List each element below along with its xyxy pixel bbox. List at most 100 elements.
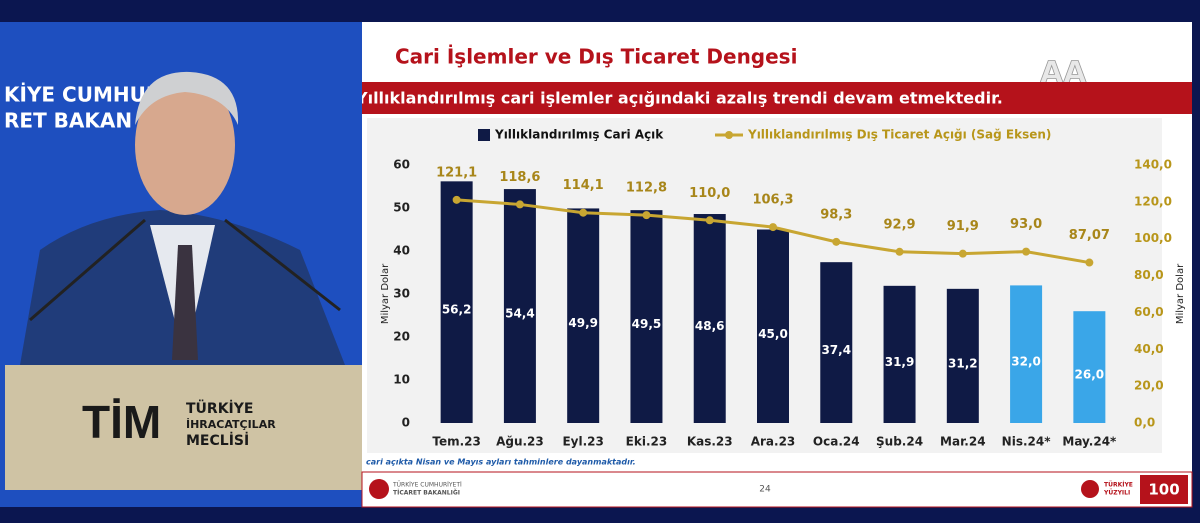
y2-axis-label: Milyar Dolar [1175,263,1186,324]
line-value-label: 92,9 [884,217,916,232]
legend-label: Yıllıklandırılmış Dış Ticaret Açığı (Sağ… [747,128,1051,142]
line-value-label: 114,1 [563,178,604,193]
page-number: 24 [759,485,771,495]
bar-value-label: 54,4 [505,307,535,321]
line-point [1085,258,1094,267]
podium-text: MECLİSİ [186,432,249,449]
line-point [705,216,714,225]
bar-value-label: 31,2 [948,356,978,370]
podium-text: İHRACATÇILAR [186,417,276,431]
subtitle-band [362,82,1192,114]
line-point [832,237,841,246]
bar [1010,285,1043,423]
line-value-label: 93,0 [1010,217,1042,232]
x-tick-label: Tem.23 [432,435,481,449]
bar [1073,311,1106,423]
microphone [29,218,146,322]
centennial-text: 100 [1148,481,1179,499]
x-tick-label: Şub.24 [876,435,923,449]
footer [361,471,1193,508]
line-value-label: 112,8 [626,181,667,196]
bar-value-label: 32,0 [1011,355,1041,369]
bar [567,208,600,423]
bar [503,189,536,423]
x-tick-label: Eki.23 [626,435,668,449]
bar-value-label: 49,9 [568,316,598,330]
line-value-label: 118,6 [499,170,540,185]
brand-text: TÜRKİYE [1104,482,1133,489]
bar-value-label: 49,5 [632,317,662,331]
y-tick-label: 60 [393,158,410,172]
line-value-label: 91,9 [947,219,979,234]
x-tick-label: Ara.23 [751,435,796,449]
bar [440,181,473,423]
brand-logo [1081,480,1099,498]
line-point [452,195,461,204]
y2-tick-label: 100,0 [1134,231,1172,245]
ministry-text: TİCARET BAKANLIĞI [393,490,460,497]
line-value-label: 98,3 [820,207,852,222]
line-point [1022,247,1031,256]
line-point [958,249,967,258]
bar-value-label: 37,4 [821,343,851,357]
line-value-label: 106,3 [752,193,793,208]
slide-title: Cari İşlemler ve Dış Ticaret Dengesi [395,45,797,69]
line-point [515,200,524,209]
podium-logo: TİM [82,396,161,448]
x-tick-label: Eyl.23 [562,435,603,449]
x-tick-label: Ağu.23 [496,435,544,449]
y-tick-label: 0 [402,416,410,430]
speaker-face [135,75,235,215]
bar-value-label: 48,6 [695,319,725,333]
speaker-tie [172,245,198,360]
bar [757,229,789,423]
y2-tick-label: 40,0 [1134,342,1164,356]
line-value-label: 121,1 [436,165,477,180]
bar-value-label: 45,0 [758,327,788,341]
y-tick-label: 20 [393,330,410,344]
bar [630,210,663,423]
y-tick-label: 50 [393,201,410,215]
brand-text: YÜZYILI [1103,490,1130,497]
line-point [642,211,651,220]
bar [883,285,916,423]
y-tick-label: 10 [393,373,410,387]
y-tick-label: 30 [393,287,410,301]
centennial-badge [1140,475,1188,504]
bar-value-label: 56,2 [442,303,472,317]
x-tick-label: Mar.24 [940,435,986,449]
line-value-label: 110,0 [689,186,730,201]
y2-tick-label: 80,0 [1134,268,1164,282]
y2-tick-label: 20,0 [1134,379,1164,393]
y2-tick-label: 60,0 [1134,305,1164,319]
x-tick-label: Nis.24* [1002,435,1052,449]
legend-label: Yıllıklandırılmış Cari Açık [494,128,664,142]
y-axis-label: Milyar Dolar [380,263,391,324]
podium [5,365,362,490]
y-tick-label: 40 [393,244,410,258]
ministry-logo [369,479,389,499]
podium-text: TÜRKİYE [186,399,253,417]
x-tick-label: Oca.24 [813,435,860,449]
bar-value-label: 31,9 [885,355,915,369]
ministry-text: TÜRKİYE CUMHURİYETİ [392,482,462,489]
line-point [579,208,588,217]
speaker-hair [135,71,239,125]
bar-value-label: 26,0 [1075,368,1105,382]
footnote: cari açıkta Nisan ve Mayıs ayları tahmin… [366,458,636,467]
line-value-label: 87,07 [1069,228,1110,243]
x-tick-label: Kas.23 [687,435,733,449]
screen-text: RET BAKAN [4,109,132,133]
x-tick-label: May.24* [1062,435,1117,449]
legend-swatch [478,129,490,141]
y2-tick-label: 0,0 [1134,416,1155,430]
y2-tick-label: 140,0 [1134,158,1172,172]
line-point [769,223,777,232]
legend-swatch [725,131,733,139]
slide-subtitle: Yıllıklandırılmış cari işlemler açığında… [355,89,1003,108]
bar [693,214,726,423]
y2-tick-label: 120,0 [1134,194,1172,208]
microphone [224,218,341,312]
bar [820,262,853,423]
